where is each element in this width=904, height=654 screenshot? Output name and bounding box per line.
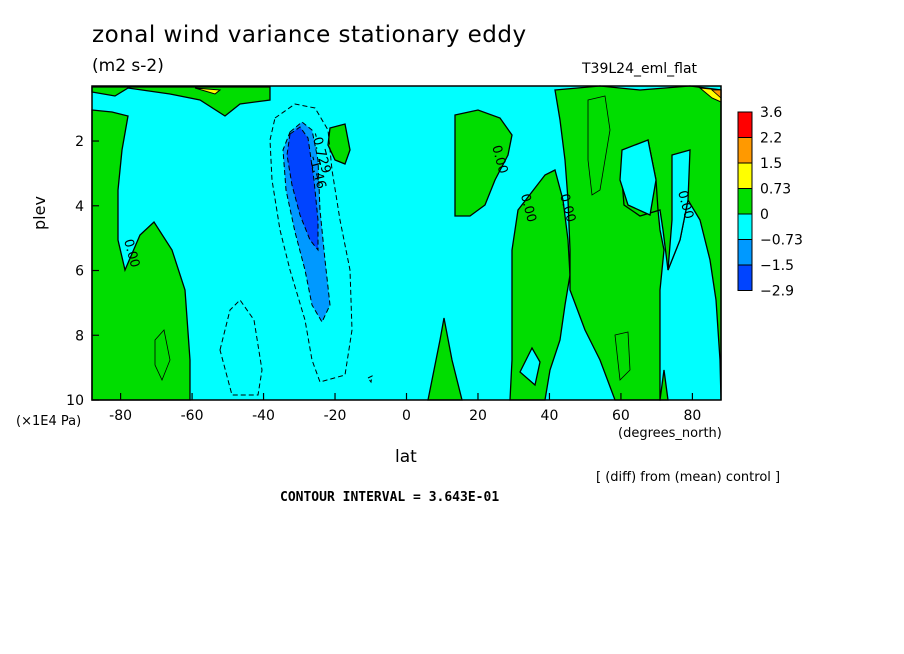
colorbar-label: −1.5 — [760, 258, 794, 274]
contour-label: 0.00 — [674, 189, 696, 221]
y-tick-label: 6 — [75, 264, 84, 280]
colorbar-swatch — [737, 239, 753, 266]
colorbar-swatch — [737, 188, 753, 215]
x-tick-label: -20 — [324, 408, 347, 424]
positive-regions — [91, 85, 722, 401]
colorbar-label: 0 — [760, 207, 769, 223]
chart-units: (m2 s-2) — [92, 56, 164, 76]
difference-note: [ (diff) from (mean) control ] — [596, 470, 781, 485]
y-tick-label: 10 — [66, 393, 84, 409]
colorbar-swatch — [737, 264, 753, 291]
colorbar-swatch — [737, 213, 753, 240]
colorbar-label: −0.73 — [760, 233, 803, 249]
x-tick-label: 60 — [612, 408, 630, 424]
x-axis-ticks: -80 -60 -40 -20 0 20 40 60 80 — [109, 393, 701, 424]
colorbar-swatch — [737, 137, 753, 164]
negative-regions — [282, 121, 331, 324]
contour-interval: CONTOUR INTERVAL = 3.643E-01 — [280, 490, 500, 505]
x-tick-label: 0 — [402, 408, 411, 424]
x-tick-label: 40 — [541, 408, 559, 424]
x-tick-label: 20 — [469, 408, 487, 424]
chart-title: zonal wind variance stationary eddy — [92, 22, 527, 48]
colorbar-swatch — [737, 162, 753, 189]
colorbar-label: 0.73 — [760, 182, 791, 198]
x-axis-units: (degrees_north) — [618, 426, 722, 441]
y-tick-label: 2 — [75, 134, 84, 150]
colorbar: 3.6 2.2 1.5 0.73 0 −0.73 −1.5 −2.9 — [737, 105, 803, 300]
x-tick-label: -40 — [252, 408, 275, 424]
thin-contours — [154, 95, 631, 382]
colorbar-label: 2.2 — [760, 131, 782, 147]
x-tick-label: 80 — [683, 408, 701, 424]
colorbar-label: 1.5 — [760, 156, 782, 172]
y-tick-label: 8 — [75, 328, 84, 344]
colorbar-label: −2.9 — [760, 284, 794, 300]
y-axis-units: (×1E4 Pa) — [16, 414, 82, 429]
contour-label: 0.00 — [556, 192, 578, 224]
x-tick-label: -60 — [181, 408, 204, 424]
x-axis-label: lat — [395, 447, 417, 467]
dashed-contours — [219, 103, 373, 396]
contour-label: 0.00 — [488, 144, 510, 176]
run-label: T39L24_eml_flat — [582, 61, 698, 77]
x-tick-label: -80 — [109, 408, 132, 424]
y-tick-label: 4 — [75, 199, 84, 215]
contour-label: 0.00 — [517, 192, 539, 224]
colorbar-label: 3.6 — [760, 105, 782, 121]
contour-label: 0.00 — [120, 237, 142, 269]
colorbar-swatch — [737, 111, 753, 138]
y-axis-ticks: 2 4 6 8 10 — [66, 134, 99, 409]
